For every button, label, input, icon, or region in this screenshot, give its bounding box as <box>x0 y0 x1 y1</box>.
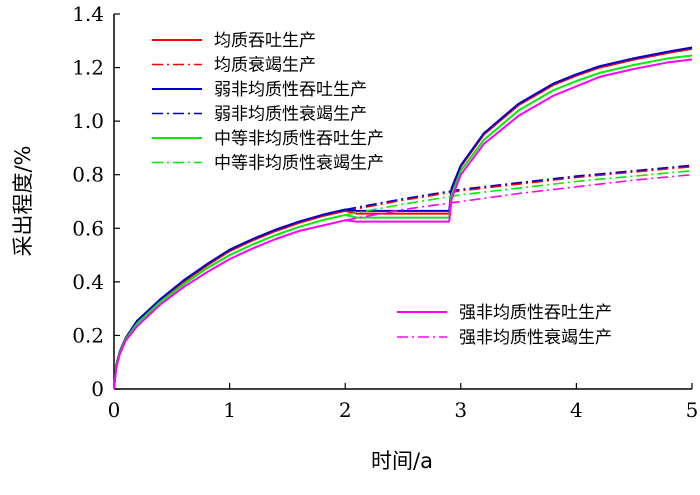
legend-label: 弱非均质性衰竭生产 <box>214 105 367 125</box>
x-axis-label: 时间/a <box>371 449 433 473</box>
legend: 均质吞吐生产均质衰竭生产弱非均质性吞吐生产弱非均质性衰竭生产中等非均质性吞吐生产… <box>152 31 612 348</box>
legend-label: 强非均质性吞吐生产 <box>459 303 612 323</box>
series-line-6 <box>345 169 693 216</box>
y-tick-label: 0.6 <box>72 216 104 240</box>
y-tick-label: 0 <box>91 377 104 401</box>
legend-label: 弱非均质性吞吐生产 <box>214 80 367 100</box>
x-tick-label: 2 <box>339 398 352 422</box>
legend-label: 均质衰竭生产 <box>214 56 316 76</box>
y-axis-label: 采出程度/% <box>11 145 35 256</box>
legend-label: 中等非均质性吞吐生产 <box>214 129 384 149</box>
x-tick-label: 3 <box>454 398 467 422</box>
y-tick-label: 0.4 <box>72 270 104 294</box>
legend-label: 中等非均质性衰竭生产 <box>214 154 384 174</box>
x-tick-label: 4 <box>570 398 583 422</box>
x-tick-label: 0 <box>108 398 121 422</box>
series-line-2 <box>345 165 693 212</box>
x-tick-label: 5 <box>686 398 699 422</box>
y-tick-label: 1.0 <box>72 109 104 133</box>
series-line-4 <box>345 164 693 211</box>
y-tick-label: 1.4 <box>72 2 104 26</box>
x-tick-label: 1 <box>223 398 236 422</box>
axes: 0 1 2 3 4 5 0 0.2 0.4 0.6 0.8 1.0 1.2 1.4 <box>72 2 698 422</box>
y-tick-label: 1.2 <box>72 56 104 80</box>
y-tick-label: 0.8 <box>72 163 104 187</box>
series-line-8 <box>345 173 693 222</box>
y-tick-label: 0.2 <box>72 323 104 347</box>
legend-label: 均质吞吐生产 <box>214 31 316 51</box>
legend-label: 强非均质性衰竭生产 <box>459 328 612 348</box>
series-layer <box>113 46 693 390</box>
